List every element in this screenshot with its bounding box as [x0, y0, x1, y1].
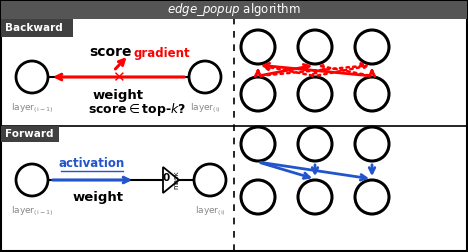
- Polygon shape: [163, 167, 179, 193]
- Text: weight: weight: [93, 88, 144, 102]
- Circle shape: [241, 30, 275, 64]
- Circle shape: [298, 30, 332, 64]
- Circle shape: [355, 180, 389, 214]
- Circle shape: [355, 127, 389, 161]
- Bar: [1, 19, 73, 37]
- Circle shape: [241, 180, 275, 214]
- Text: Forward: Forward: [5, 129, 53, 139]
- Circle shape: [298, 127, 332, 161]
- Text: Backward: Backward: [5, 23, 63, 33]
- Text: score$\in$top-$k$?: score$\in$top-$k$?: [88, 102, 186, 118]
- Text: weight: weight: [73, 192, 124, 205]
- Text: score: score: [89, 45, 132, 59]
- Text: 0: 0: [162, 173, 169, 183]
- Text: layer$_{\rm{(i-1)}}$: layer$_{\rm{(i-1)}}$: [11, 101, 53, 115]
- Text: ✕: ✕: [112, 71, 125, 85]
- Circle shape: [298, 77, 332, 111]
- Circle shape: [298, 180, 332, 214]
- Bar: [1, 126, 59, 142]
- Circle shape: [16, 61, 48, 93]
- Circle shape: [241, 127, 275, 161]
- Text: mask: mask: [173, 171, 179, 189]
- Circle shape: [241, 77, 275, 111]
- Text: $\it{edge\_popup}$ algorithm: $\it{edge\_popup}$ algorithm: [167, 2, 301, 18]
- Circle shape: [194, 164, 226, 196]
- Text: layer$_{\rm{(i)}}$: layer$_{\rm{(i)}}$: [195, 204, 226, 218]
- Circle shape: [16, 164, 48, 196]
- Text: activation: activation: [58, 157, 124, 170]
- Text: layer$_{\rm{(i-1)}}$: layer$_{\rm{(i-1)}}$: [11, 204, 53, 218]
- Bar: [1, 1, 467, 19]
- Circle shape: [355, 77, 389, 111]
- Text: gradient: gradient: [133, 47, 190, 60]
- Circle shape: [189, 61, 221, 93]
- Circle shape: [355, 30, 389, 64]
- Text: layer$_{\rm{(i)}}$: layer$_{\rm{(i)}}$: [190, 101, 220, 115]
